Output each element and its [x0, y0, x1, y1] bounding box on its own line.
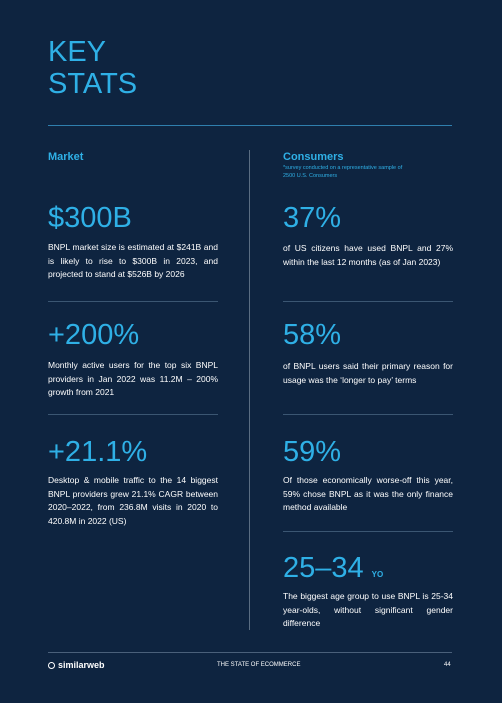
separator [48, 414, 218, 415]
stat-text: of US citizens have used BNPL and 27% wi… [283, 243, 453, 267]
stat-value: 25–34 YO [283, 552, 383, 591]
separator [283, 531, 453, 532]
footer-title: THE STATE OF ECOMMERCE [217, 662, 301, 668]
stat-value: +200% [48, 319, 140, 351]
stat-text: of BNPL users said their primary reason … [283, 361, 453, 385]
stat-value: 59% [283, 436, 342, 468]
stat-value: 37% [283, 202, 342, 234]
rule [48, 125, 452, 126]
separator [283, 301, 453, 302]
separator [48, 301, 218, 302]
note: *survey conducted on a representative sa… [283, 165, 403, 179]
page-number: 44 [444, 662, 451, 668]
footer-rule [48, 652, 452, 653]
column-heading: Market [48, 151, 84, 163]
stat-value: $300B [48, 202, 132, 234]
stat-value: +21.1% [48, 436, 148, 468]
stat-value: 58% [283, 319, 342, 351]
stat-text: Of those economically worse-off this yea… [283, 475, 453, 512]
stat-text: BNPL market size is estimated at $241B a… [48, 242, 218, 279]
title: KEY STATS [48, 36, 138, 100]
brand: similarweb [48, 660, 105, 670]
separator [283, 414, 453, 415]
stat-text: The biggest age group to use BNPL is 25-… [283, 591, 453, 628]
brand-name: similarweb [58, 660, 105, 670]
stat-text: Desktop & mobile traffic to the 14 bigge… [48, 475, 218, 526]
value: 25–34 [283, 552, 364, 584]
stat-text: Monthly active users for the top six BNP… [48, 360, 218, 397]
column-heading: Consumers [283, 151, 344, 163]
unit: YO [371, 570, 384, 579]
divider [249, 150, 250, 630]
